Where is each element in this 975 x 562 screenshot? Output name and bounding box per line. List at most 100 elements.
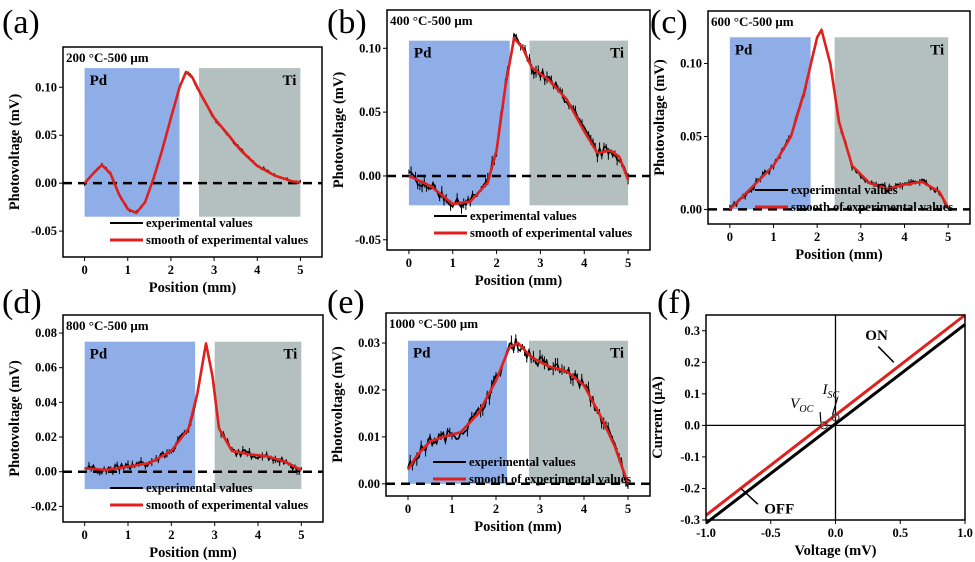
y-axis-label: Photovoltage (mV) <box>7 360 23 477</box>
series-label-on: ON <box>865 328 888 344</box>
x-axis-label: Position (mm) <box>795 247 883 263</box>
panel-label: (d) <box>2 284 42 321</box>
y-tick-label: -0.05 <box>355 233 381 247</box>
y-tick-label: 0.02 <box>358 383 380 397</box>
x-tick-label: 0 <box>82 528 88 542</box>
panel-d: (d) Pd Ti experimental values smooth of expe… <box>2 284 324 561</box>
annotation-marker <box>819 421 828 430</box>
y-tick-label: 0.05 <box>35 128 57 142</box>
x-axis-label: Position (mm) <box>149 545 237 561</box>
region-label: Pd <box>414 46 432 62</box>
panel-c: (c) Pd Ti experimental values smooth of expe… <box>650 4 971 263</box>
panel-title: 1000 °C-500 μm <box>389 316 478 331</box>
y-tick-label: 0.00 <box>35 176 57 190</box>
region-label: Ti <box>610 46 624 62</box>
x-tick-label: 0.5 <box>892 526 908 540</box>
x-tick-label: 5 <box>945 230 951 244</box>
y-tick-label: 0.2 <box>684 355 700 369</box>
y-tick-label: 0.02 <box>35 430 57 444</box>
annotation-marker <box>831 413 840 422</box>
region-label: Pd <box>413 346 431 362</box>
legend-entry: smooth of experimental values <box>469 472 631 486</box>
x-tick-label: -1.0 <box>696 526 716 540</box>
x-tick-label: 3 <box>537 502 543 516</box>
y-tick-label: 0.00 <box>358 477 380 491</box>
series-off <box>705 323 966 525</box>
y-axis-label: Photovoltage (mV) <box>652 59 668 176</box>
panel-title: 600 °C-500 μm <box>711 14 794 29</box>
annotation-i: ISC <box>822 382 840 401</box>
panel-label: (c) <box>650 4 688 41</box>
x-tick-label: 1 <box>449 502 455 516</box>
x-tick-label: 0 <box>405 502 411 516</box>
x-tick-label: 0.0 <box>828 526 844 540</box>
x-tick-label: 0 <box>406 256 412 270</box>
annotation-symbol: V <box>790 396 801 412</box>
region-label: Ti <box>283 347 297 363</box>
region-pd <box>729 37 811 210</box>
y-tick-label: 0.0 <box>684 418 700 432</box>
region-pd <box>408 340 507 484</box>
series-smooth <box>728 28 950 211</box>
y-tick-label: -0.2 <box>680 481 700 495</box>
x-tick-label: 1 <box>125 263 131 277</box>
annotation-symbol: I <box>822 382 829 398</box>
y-axis-label: Photovoltage (mV) <box>330 346 346 463</box>
x-tick-label: 2 <box>168 263 174 277</box>
y-tick-label: 0.10 <box>359 41 381 55</box>
region-ti <box>214 341 302 490</box>
x-tick-label: 1.0 <box>957 526 973 540</box>
y-axis-label: Photovoltage (mV) <box>7 94 23 211</box>
legend-entry: smooth of experimental values <box>146 233 308 247</box>
x-tick-label: 2 <box>493 502 499 516</box>
x-tick-label: 0 <box>727 230 733 244</box>
legend-entry: smooth of experimental values <box>791 200 953 214</box>
plot-frame <box>62 46 323 258</box>
legend-entry: experimental values <box>146 216 253 230</box>
series-smooth <box>84 342 302 472</box>
region-label: Pd <box>735 42 753 58</box>
y-axis-label: Photovoltage (mV) <box>331 72 347 189</box>
x-tick-label: 2 <box>814 230 820 244</box>
y-tick-label: 0.05 <box>680 129 702 143</box>
panel-label: (f) <box>657 284 691 321</box>
series-smooth <box>83 70 301 215</box>
x-tick-label: 2 <box>493 256 499 270</box>
y-tick-label: 0.00 <box>359 169 381 183</box>
annotation-arrow <box>831 397 839 415</box>
panel-label: (a) <box>2 4 40 41</box>
annotation-v: VOC <box>790 396 813 415</box>
x-axis-label: Voltage (mV) <box>794 543 876 559</box>
x-tick-label: 3 <box>212 528 218 542</box>
x-tick-label: 5 <box>297 263 303 277</box>
x-tick-label: 4 <box>254 263 261 277</box>
panel-f: (f) ON OFF VOC ISC -1.0 -0.5 0.0 0.5 1.0 -0.3 -0.2 -… <box>650 284 973 559</box>
legend-entry: smooth of experimental values <box>470 226 632 240</box>
annotation-subscript: SC <box>828 390 840 401</box>
legend-entry: experimental values <box>791 183 898 197</box>
y-tick-label: 0.05 <box>359 105 381 119</box>
region-label: Pd <box>90 73 108 89</box>
y-tick-label: 0.1 <box>684 387 700 401</box>
y-tick-label: -0.05 <box>31 224 57 238</box>
x-tick-label: 3 <box>858 230 864 244</box>
region-pd <box>84 341 196 490</box>
series-on <box>705 313 966 517</box>
panel-e: (e) Pd Ti experimental values smooth of expe… <box>327 284 651 535</box>
x-axis-label: Position (mm) <box>474 519 562 535</box>
x-tick-label: 5 <box>625 256 631 270</box>
series-smooth <box>408 36 630 206</box>
y-tick-label: -0.3 <box>680 513 700 527</box>
x-tick-label: 5 <box>298 528 304 542</box>
arrow-off <box>740 487 759 505</box>
x-axis-label: Position (mm) <box>475 273 563 289</box>
y-tick-label: 0.03 <box>358 336 380 350</box>
x-tick-label: 1 <box>450 256 456 270</box>
arrow-on <box>877 346 895 363</box>
y-tick-label: -0.02 <box>31 499 57 513</box>
plot-frame <box>385 312 651 497</box>
annotation-arrow <box>819 411 822 423</box>
panel-title: 200 °C-500 μm <box>66 50 149 65</box>
y-tick-label: 0.00 <box>35 465 57 479</box>
annotation-subscript: OC <box>799 404 813 415</box>
